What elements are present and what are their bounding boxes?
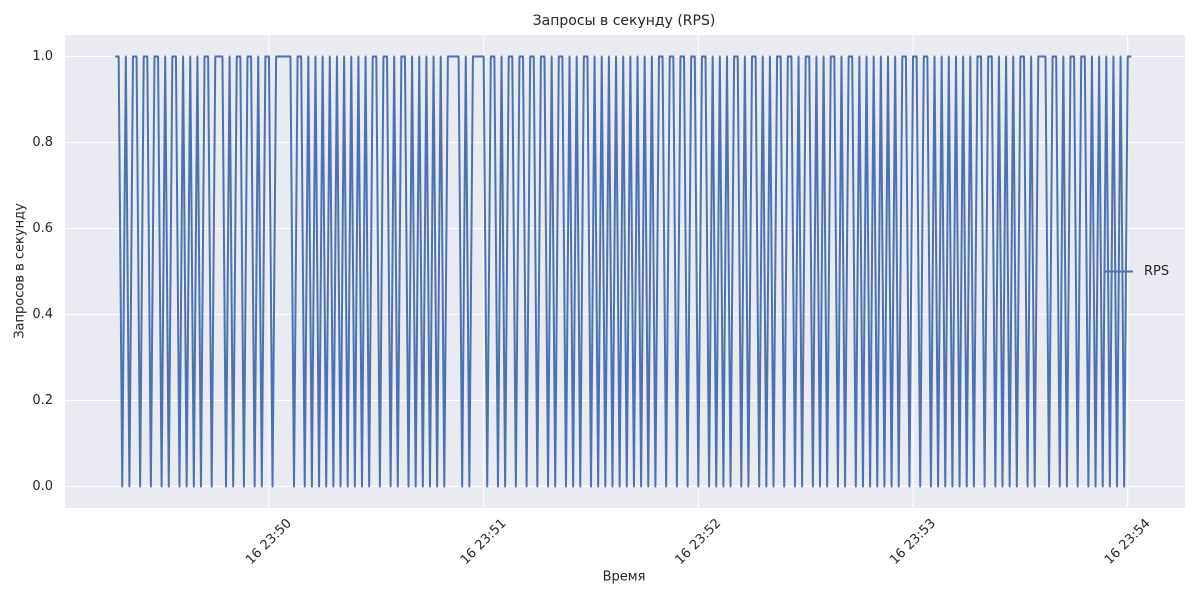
x-axis-label: Время bbox=[603, 570, 646, 585]
y-tick-label: 0.0 bbox=[32, 479, 53, 494]
y-tick-label: 1.0 bbox=[32, 49, 53, 64]
y-tick-label: 0.4 bbox=[32, 307, 53, 322]
legend-label: RPS bbox=[1144, 264, 1169, 279]
y-tick-label: 0.8 bbox=[32, 135, 53, 150]
x-tick-label: 16 23:53 bbox=[887, 516, 939, 568]
x-tick-label: 16 23:50 bbox=[243, 516, 295, 568]
chart-title: Запросы в секунду (RPS) bbox=[533, 13, 716, 29]
y-tick-label: 0.2 bbox=[32, 393, 53, 408]
y-axis-label: Запросов в секунду bbox=[13, 203, 28, 339]
x-tick-label: 16 23:52 bbox=[672, 516, 724, 568]
data-line bbox=[115, 55, 1132, 488]
y-tick-label: 0.6 bbox=[32, 221, 53, 236]
x-tick-label: 16 23:54 bbox=[1102, 516, 1154, 568]
x-tick-label: 16 23:51 bbox=[458, 516, 510, 568]
